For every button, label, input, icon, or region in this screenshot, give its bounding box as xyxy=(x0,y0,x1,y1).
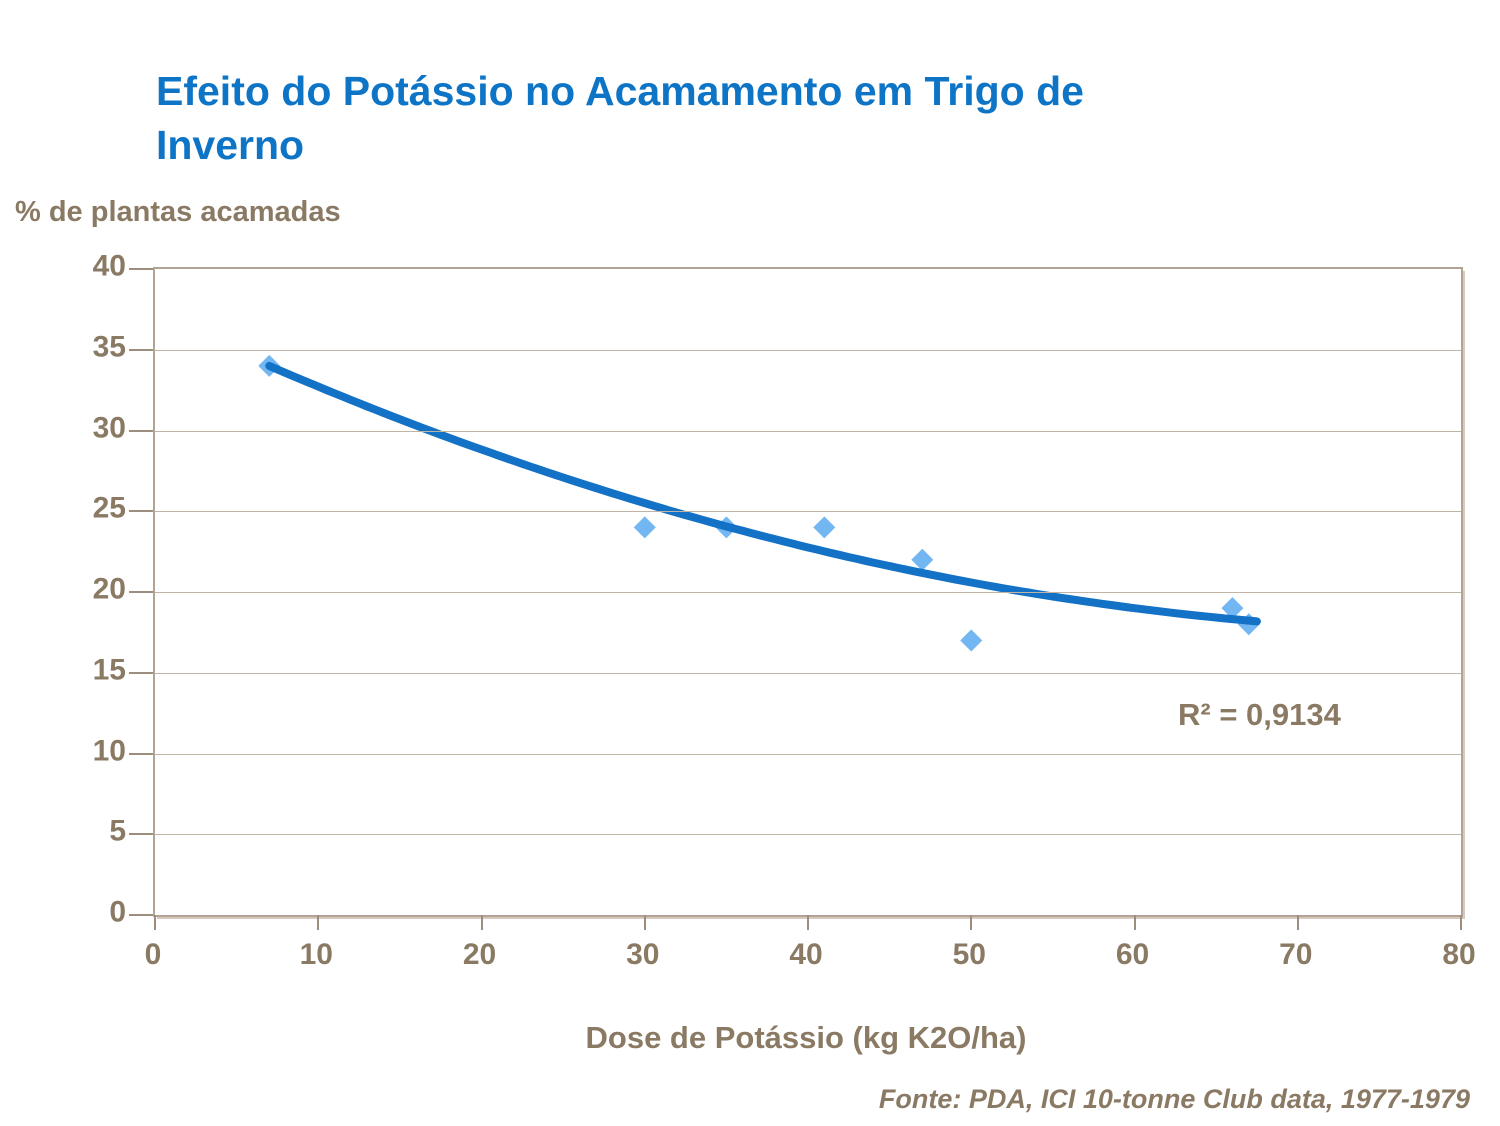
y-axis-tick xyxy=(129,348,153,351)
y-axis-tick xyxy=(129,429,153,432)
y-axis-tick-label: 0 xyxy=(109,895,126,929)
x-axis-tick xyxy=(1133,915,1136,930)
x-axis-tick xyxy=(643,915,646,930)
x-axis-tick xyxy=(1296,915,1299,930)
y-axis-title: % de plantas acamadas xyxy=(15,196,341,228)
y-axis-tick-label: 5 xyxy=(109,814,126,848)
x-axis-title: Dose de Potássio (kg K2O/ha) xyxy=(585,1020,1027,1055)
page-title-line-2: Inverno xyxy=(156,122,305,169)
r-squared-annotation: R² = 0,9134 xyxy=(1178,697,1341,732)
plot-area xyxy=(129,267,1463,930)
x-axis-tick-label: 80 xyxy=(1442,938,1476,971)
x-axis-tick xyxy=(480,915,483,930)
data-point-marker xyxy=(813,516,836,539)
y-axis-tick xyxy=(129,752,153,755)
x-axis-tick-label: 30 xyxy=(626,938,660,971)
gridline xyxy=(155,349,1461,351)
y-axis-tick-label: 25 xyxy=(92,491,126,525)
y-axis-tick-label: 15 xyxy=(92,653,126,687)
x-axis-tick-label: 20 xyxy=(462,938,497,971)
x-axis-tick xyxy=(154,915,156,930)
data-point-marker xyxy=(1221,597,1244,620)
x-axis-tick xyxy=(970,915,973,930)
data-point-marker xyxy=(960,629,983,652)
x-axis-tick-label: 60 xyxy=(1115,938,1150,971)
gridline xyxy=(155,592,1461,593)
trendline xyxy=(265,361,1261,626)
x-axis-tick xyxy=(1460,915,1462,930)
y-axis-tick xyxy=(129,671,153,674)
gridline xyxy=(155,672,1461,674)
source-caption: Fonte: PDA, ICI 10-tonne Club data, 1977… xyxy=(878,1084,1470,1114)
y-axis-tick-label: 20 xyxy=(92,572,126,606)
y-axis-tick xyxy=(129,914,153,916)
gridline xyxy=(155,430,1461,432)
data-point-marker xyxy=(633,516,656,539)
y-axis-tick xyxy=(129,510,153,513)
y-axis-tick-label: 35 xyxy=(92,330,126,364)
page-title-line-1: Efeito do Potássio no Acamamento em Trig… xyxy=(156,68,1084,114)
x-axis-tick-label: 50 xyxy=(952,938,986,971)
x-axis-tick-label: 10 xyxy=(299,938,333,971)
plot-canvas xyxy=(258,354,1261,652)
x-axis-tick xyxy=(317,915,320,930)
data-point-marker xyxy=(911,548,934,571)
y-axis-tick xyxy=(129,591,153,593)
page-title: Efeito do Potássio no Acamamento em Trig… xyxy=(156,64,1346,172)
gridline xyxy=(155,511,1461,513)
x-axis-tick-label: 0 xyxy=(144,938,162,971)
y-axis-tick-label: 40 xyxy=(92,249,126,283)
y-axis-tick xyxy=(129,833,153,836)
x-axis-tick-label: 40 xyxy=(789,938,823,971)
gridline xyxy=(155,753,1461,755)
y-axis-tick-label: 30 xyxy=(92,410,126,444)
y-axis-tick-label: 10 xyxy=(92,733,126,767)
x-axis-tick xyxy=(807,915,809,930)
gridline xyxy=(155,834,1461,836)
x-axis-tick-label: 70 xyxy=(1279,938,1313,971)
y-axis-tick xyxy=(129,268,153,270)
